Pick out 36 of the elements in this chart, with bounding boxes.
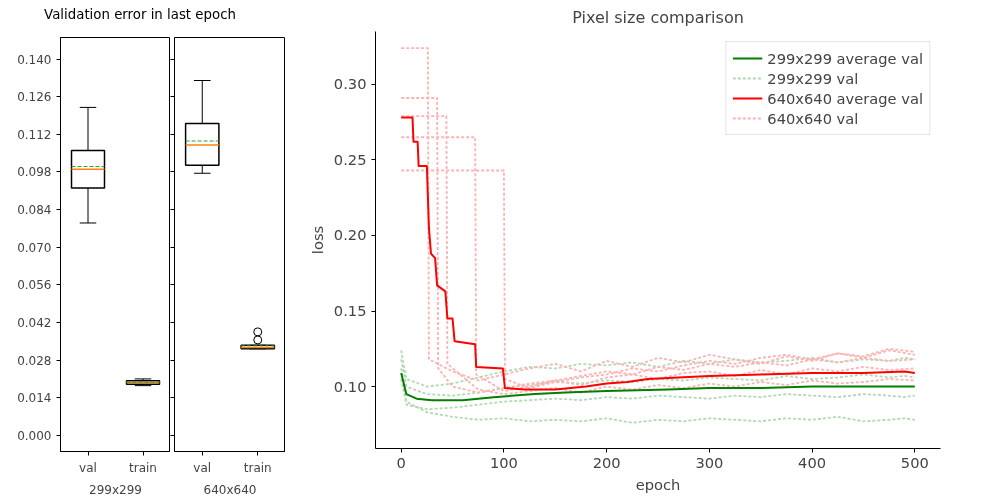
y-tick-label: 0.056 [17, 278, 52, 293]
y-tick-label: 0.112 [17, 127, 52, 142]
x-axis-title: epoch [635, 475, 681, 493]
y-tick-label: 0.30 [333, 75, 367, 93]
x-tick-label: 500 [900, 453, 929, 471]
y-tick-label: 0.15 [333, 302, 367, 320]
y-tick-label: 0.070 [17, 240, 52, 255]
legend-label: 299x299 average val [767, 49, 923, 67]
x-tick-label: 400 [798, 453, 827, 471]
x-tick-label: 200 [592, 453, 621, 471]
y-tick-label: 0.25 [333, 150, 367, 168]
x-tick-label: train [243, 460, 272, 475]
x-tick-label: 0 [396, 453, 406, 471]
chart-title: Pixel size comparison [572, 7, 744, 27]
legend-label: 640x640 val [767, 109, 859, 127]
x-tick-label: val [193, 460, 212, 475]
y-tick-label: 0.126 [17, 90, 52, 105]
y-tick-label: 0.084 [17, 203, 52, 218]
x-tick-label: 100 [489, 453, 518, 471]
y-tick-label: 0.10 [333, 377, 367, 395]
x-tick-label: 300 [695, 453, 724, 471]
legend-label: 299x299 val [767, 69, 859, 87]
y-tick-label: 0.042 [17, 315, 52, 330]
legend-label: 640x640 average val [767, 89, 923, 107]
y-tick-label: 0.014 [17, 391, 52, 406]
x-axis-title: 640x640 [203, 482, 257, 497]
x-tick-label: val [79, 460, 97, 475]
y-tick-label: 0.20 [333, 226, 367, 244]
x-axis-title: 299x299 [89, 482, 142, 497]
y-tick-label: 0.140 [17, 52, 52, 67]
x-tick-label: train [129, 460, 157, 475]
y-tick-label: 0.028 [17, 353, 52, 368]
y-tick-label: 0.098 [17, 165, 52, 180]
chart-title: Validation error in last epoch [44, 6, 236, 24]
y-axis-title: loss [308, 225, 326, 255]
y-tick-label: 0.000 [17, 428, 52, 443]
